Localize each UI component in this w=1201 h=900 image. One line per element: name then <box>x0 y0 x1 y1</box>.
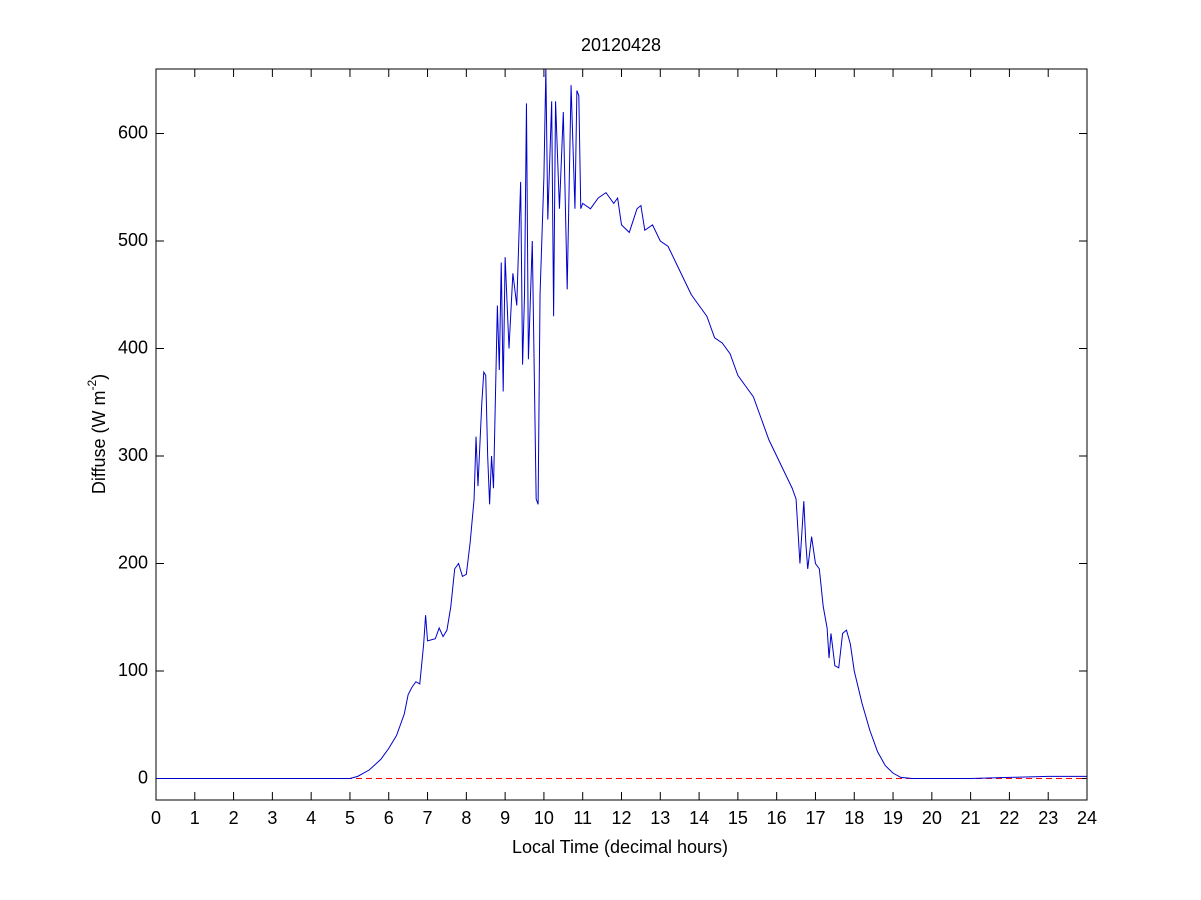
x-tick-label: 12 <box>611 808 631 828</box>
y-tick-label: 500 <box>118 230 148 250</box>
x-tick-label: 5 <box>345 808 355 828</box>
axes-box <box>155 68 1088 801</box>
x-tick-label: 1 <box>190 808 200 828</box>
x-tick-label: 2 <box>229 808 239 828</box>
y-tick-label: 600 <box>118 122 148 142</box>
x-tick-label: 23 <box>1038 808 1058 828</box>
x-tick-label: 8 <box>461 808 471 828</box>
y-tick-label: 0 <box>138 767 148 787</box>
x-tick-label: 13 <box>650 808 670 828</box>
x-tick-label: 21 <box>961 808 981 828</box>
chart-title: 20120428 <box>581 35 661 55</box>
y-tick-label: 300 <box>118 445 148 465</box>
x-tick-label: 7 <box>423 808 433 828</box>
x-tick-label: 18 <box>844 808 864 828</box>
x-tick-label: 19 <box>883 808 903 828</box>
x-tick-label: 17 <box>805 808 825 828</box>
y-tick-label: 200 <box>118 552 148 572</box>
y-label-suffix: ) <box>89 374 109 380</box>
x-tick-label: 14 <box>689 808 709 828</box>
y-axis-label: Diffuse (W m-2) <box>85 374 109 494</box>
x-tick-label: 24 <box>1077 808 1097 828</box>
y-tick-label: 100 <box>118 660 148 680</box>
x-tick-label: 15 <box>728 808 748 828</box>
x-tick-label: 11 <box>573 808 592 828</box>
x-tick-label: 3 <box>267 808 277 828</box>
y-tick-label: 400 <box>118 337 148 357</box>
x-tick-label: 4 <box>306 808 316 828</box>
x-tick-label: 10 <box>534 808 554 828</box>
x-tick-label: 16 <box>767 808 787 828</box>
x-axis-label: Local Time (decimal hours) <box>512 837 728 857</box>
y-label-text: Diffuse (W m <box>89 390 109 494</box>
x-tick-label: 6 <box>384 808 394 828</box>
x-tick-label: 20 <box>922 808 942 828</box>
x-tick-label: 22 <box>999 808 1019 828</box>
x-tick-label: 0 <box>151 808 161 828</box>
y-label-sup: -2 <box>85 379 99 390</box>
x-tick-label: 9 <box>500 808 510 828</box>
data-line <box>156 68 1087 779</box>
